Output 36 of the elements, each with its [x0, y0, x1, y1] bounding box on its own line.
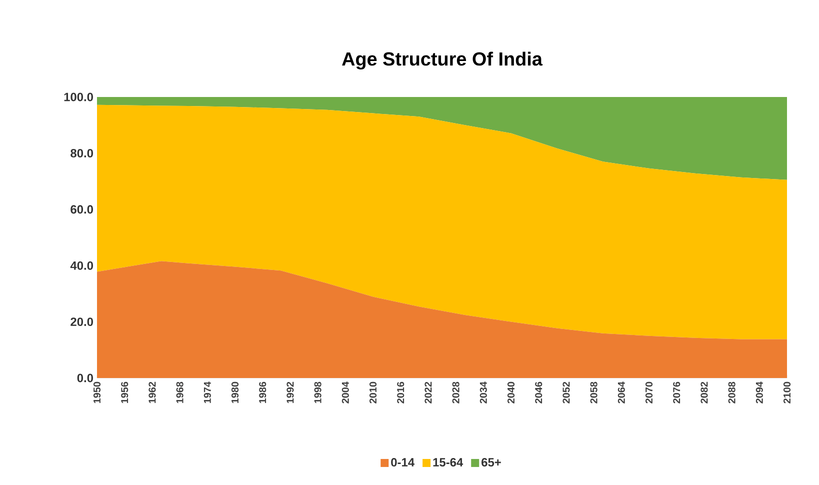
x-tick-label: 1962: [148, 382, 156, 404]
x-tick-label: 2064: [618, 382, 625, 404]
legend-label: 65+: [482, 458, 501, 467]
x-tick-label: 2070: [645, 382, 653, 404]
x-tick-label: 2028: [452, 382, 460, 404]
y-tick-label: 20.0: [70, 318, 93, 326]
x-tick-label: 2100: [783, 382, 791, 404]
x-tick-label: 2052: [562, 382, 570, 404]
y-tick-label: 60.0: [70, 205, 93, 214]
x-tick-label: 2088: [728, 382, 736, 404]
x-tick-label: 1986: [259, 382, 266, 404]
x-tick-label: 2046: [535, 382, 542, 404]
x-tick-label: 2076: [673, 382, 680, 404]
x-tick-label: 2082: [700, 382, 708, 404]
x-tick-label: 2022: [424, 382, 432, 404]
x-tick-label: 1956: [121, 382, 128, 404]
x-tick-label: 2058: [590, 382, 598, 404]
x-tick-label: 2010: [369, 382, 377, 404]
x-tick-label: 2040: [507, 382, 515, 404]
y-tick-label: 40.0: [70, 261, 93, 270]
x-tick-label: 1980: [231, 382, 239, 404]
x-tick-label: 1974: [204, 382, 211, 404]
x-tick-label: 2016: [397, 382, 404, 404]
legend-label: 15-64: [433, 458, 464, 467]
x-tick-label: 1998: [314, 382, 322, 404]
x-tick-label: 2094: [756, 382, 763, 404]
x-tick-label: 2034: [480, 382, 487, 404]
y-tick-label: 80.0: [70, 148, 93, 158]
y-tick-label: 100.0: [64, 92, 93, 102]
legend-label: 0-14: [391, 458, 414, 467]
x-tick-label: 1968: [176, 382, 184, 404]
x-tick-label: 1950: [93, 382, 101, 404]
x-tick-label: 2004: [342, 382, 349, 404]
x-tick-label: 1992: [286, 382, 294, 404]
y-tick-label: 0.0: [77, 374, 93, 382]
chart-title: Age Structure Of India: [342, 52, 543, 70]
